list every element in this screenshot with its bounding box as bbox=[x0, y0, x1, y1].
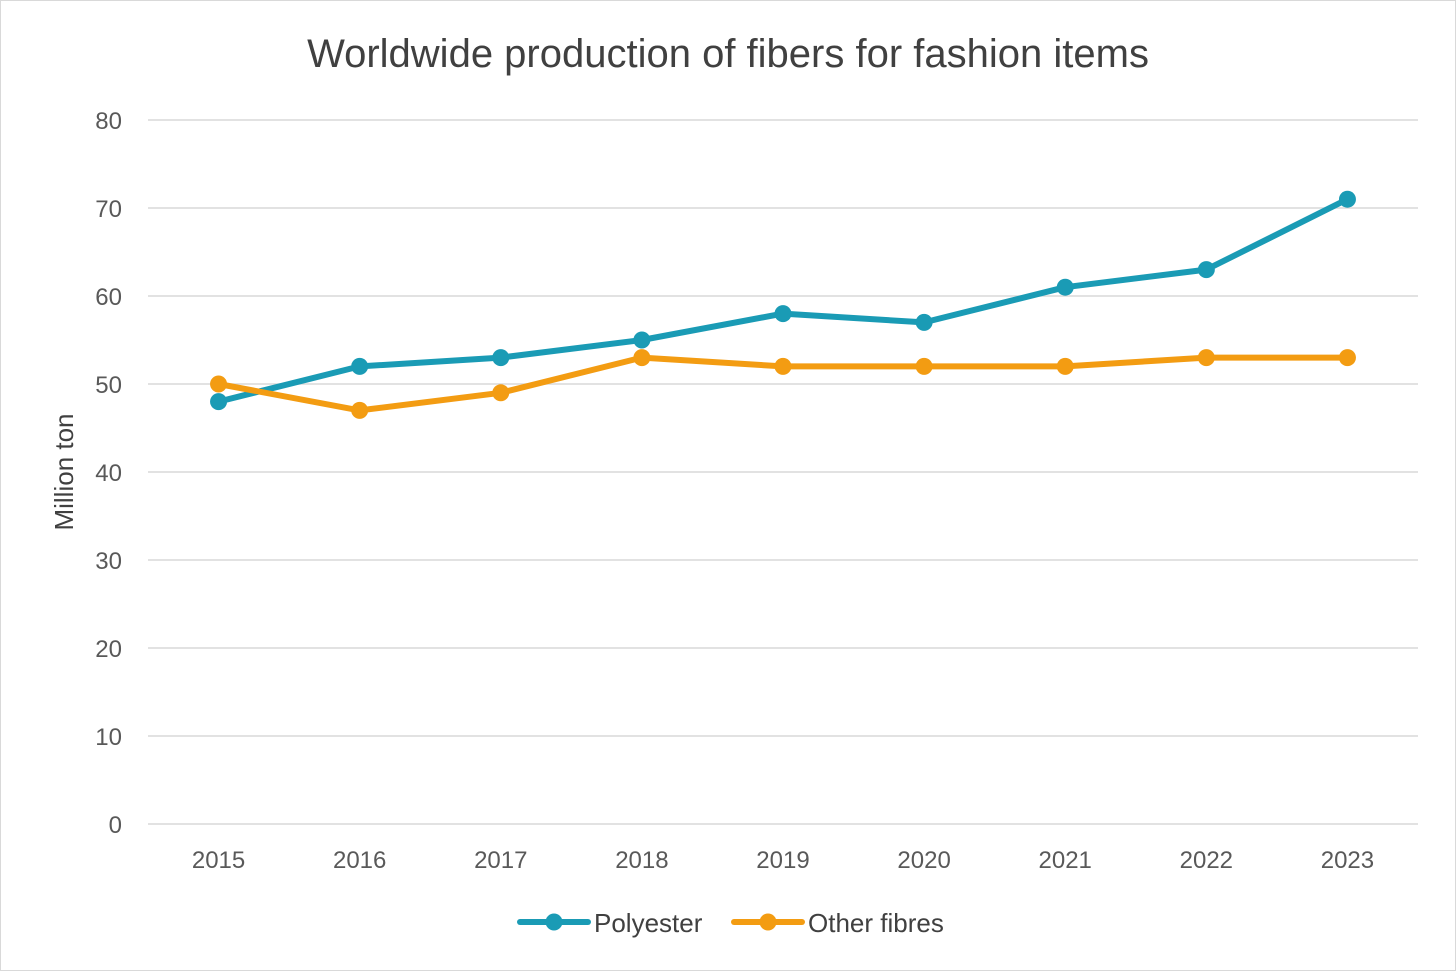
y-tick-label: 20 bbox=[95, 636, 122, 663]
chart-title: Worldwide production of fibers for fashi… bbox=[307, 32, 1149, 76]
data-point bbox=[1338, 349, 1356, 367]
legend-marker-icon bbox=[545, 913, 563, 931]
legend-marker-icon bbox=[759, 913, 777, 931]
data-point bbox=[633, 349, 651, 367]
y-tick-label: 0 bbox=[109, 812, 122, 839]
y-axis-ticks: 0 10 20 30 40 50 60 70 80 bbox=[95, 108, 122, 839]
series-other-fibres bbox=[210, 349, 1356, 419]
data-point bbox=[1056, 278, 1074, 296]
y-tick-label: 70 bbox=[95, 196, 122, 223]
x-tick-label: 2020 bbox=[897, 847, 950, 874]
y-axis-label: Million ton bbox=[49, 413, 79, 530]
y-tick-label: 80 bbox=[95, 108, 122, 135]
data-point bbox=[351, 401, 369, 419]
y-tick-label: 30 bbox=[95, 548, 122, 575]
data-point bbox=[210, 393, 228, 411]
x-tick-label: 2022 bbox=[1180, 847, 1233, 874]
legend-item: Polyester bbox=[517, 908, 703, 938]
series-group bbox=[210, 190, 1356, 419]
y-tick-label: 50 bbox=[95, 372, 122, 399]
series-polyester bbox=[210, 190, 1356, 411]
data-point bbox=[915, 313, 933, 331]
data-point bbox=[633, 331, 651, 349]
data-point bbox=[1197, 349, 1215, 367]
data-point bbox=[774, 305, 792, 323]
legend-label: Polyester bbox=[594, 908, 703, 938]
data-point bbox=[1338, 190, 1356, 208]
legend-label: Other fibres bbox=[808, 908, 944, 938]
x-axis-ticks: 2015 2016 2017 2018 2019 2020 2021 2022 2023 bbox=[192, 847, 1374, 874]
legend: Polyester Other fibres bbox=[517, 908, 944, 938]
data-point bbox=[774, 357, 792, 375]
data-point bbox=[492, 349, 510, 367]
legend-item: Other fibres bbox=[731, 908, 944, 938]
x-tick-label: 2018 bbox=[615, 847, 668, 874]
data-point bbox=[351, 357, 369, 375]
data-point bbox=[1197, 261, 1215, 279]
y-tick-label: 10 bbox=[95, 724, 122, 751]
x-tick-label: 2019 bbox=[756, 847, 809, 874]
data-point bbox=[492, 384, 510, 402]
gridlines bbox=[148, 119, 1418, 825]
y-tick-label: 40 bbox=[95, 460, 122, 487]
x-tick-label: 2021 bbox=[1039, 847, 1092, 874]
x-tick-label: 2023 bbox=[1321, 847, 1374, 874]
y-tick-label: 60 bbox=[95, 284, 122, 311]
x-tick-label: 2015 bbox=[192, 847, 245, 874]
x-tick-label: 2016 bbox=[333, 847, 386, 874]
data-point bbox=[1056, 357, 1074, 375]
data-point bbox=[210, 375, 228, 393]
data-point bbox=[915, 357, 933, 375]
x-tick-label: 2017 bbox=[474, 847, 527, 874]
